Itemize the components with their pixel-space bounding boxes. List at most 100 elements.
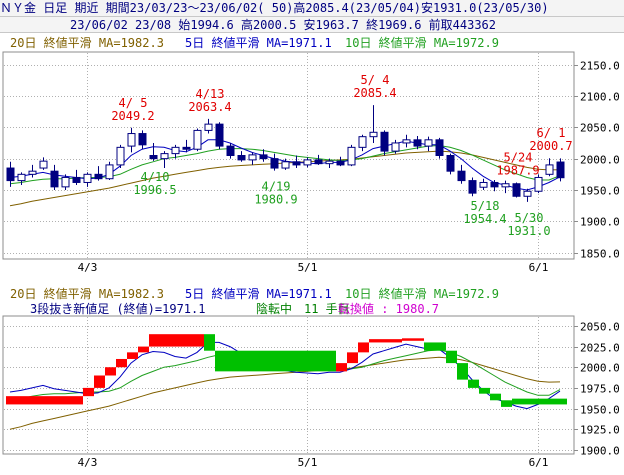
candle-body bbox=[72, 176, 81, 183]
tlb-y-tick-label: 1900.0 bbox=[580, 445, 620, 458]
annotation-date: 4/ 5 bbox=[119, 96, 148, 110]
annotation-value: 1996.5 bbox=[133, 183, 176, 197]
brick-up bbox=[358, 342, 369, 353]
annotation-date: 5/ 4 bbox=[361, 73, 390, 87]
brick-down bbox=[424, 342, 446, 351]
tlb-y-tick-label: 1950.0 bbox=[580, 404, 620, 417]
brick-down bbox=[457, 363, 468, 380]
price-y-tick-label: 1950.0 bbox=[580, 185, 620, 198]
brick-down bbox=[501, 400, 512, 407]
brick-up bbox=[402, 338, 424, 341]
annotation-value: 2000.7 bbox=[529, 139, 572, 153]
price-x-tick-label: 5/1 bbox=[298, 261, 318, 274]
candle-body bbox=[61, 176, 70, 188]
candle-body bbox=[369, 131, 378, 138]
candle-body bbox=[138, 133, 147, 146]
brick-down bbox=[512, 398, 567, 405]
legend2-ma20: 20日 終値平滑 MA=1982.3 bbox=[10, 286, 164, 301]
price-y-tick-label: 1900.0 bbox=[580, 216, 620, 229]
brick-up bbox=[105, 367, 116, 376]
candle-body bbox=[83, 173, 92, 183]
candle-body bbox=[380, 131, 389, 152]
candle-body bbox=[314, 159, 323, 165]
price-y-tick-label: 1850.0 bbox=[580, 248, 620, 261]
candle-body bbox=[281, 161, 290, 169]
candle-body bbox=[479, 181, 488, 188]
candle-body bbox=[534, 176, 543, 192]
legend2-ma10: 10日 終値平滑 MA=1972.9 bbox=[345, 286, 499, 301]
tlb-ma20-line bbox=[9, 356, 561, 430]
price-y-tick-label: 2100.0 bbox=[580, 91, 620, 104]
brick-up bbox=[336, 363, 347, 372]
candle-body bbox=[94, 173, 103, 180]
brick-down bbox=[479, 387, 490, 394]
tlb-y-tick-label: 2050.0 bbox=[580, 321, 620, 334]
candle-body bbox=[204, 123, 213, 131]
price-y-tick-label: 2150.0 bbox=[580, 60, 620, 73]
candle-body bbox=[226, 145, 235, 157]
annotation-value: 1931.0 bbox=[507, 224, 550, 238]
candle-body bbox=[237, 155, 246, 161]
candle-body bbox=[6, 167, 15, 182]
candle-body bbox=[39, 160, 48, 169]
brick-up bbox=[127, 352, 138, 359]
brick-up bbox=[138, 346, 149, 353]
annotation-date: 5/18 bbox=[471, 199, 500, 213]
candle-body bbox=[512, 183, 521, 197]
candle-body bbox=[193, 129, 202, 150]
legend-ma5: 5日 終値平滑 MA=1971.1 bbox=[185, 35, 332, 50]
candle-body bbox=[17, 173, 26, 182]
annotation-date: 6/ 1 bbox=[537, 126, 566, 140]
annotation-date: 5/30 bbox=[515, 211, 544, 225]
annotation-date: 5/24 bbox=[504, 150, 533, 164]
candle-body bbox=[127, 133, 136, 147]
candle-body bbox=[336, 160, 345, 166]
tlb-y-tick-label: 2025.0 bbox=[580, 342, 620, 355]
brick-up bbox=[149, 334, 204, 347]
price-x-tick-label: 6/1 bbox=[529, 261, 549, 274]
candle-body bbox=[391, 142, 400, 152]
signal-conversion: 転換値 : 1980.7 bbox=[338, 301, 439, 316]
price-y-axis: 2150.0 2100.0 2050.0 2000.0 1950.0 1900.0 1850… bbox=[574, 60, 620, 261]
annotation-value: 1954.4 bbox=[463, 212, 506, 226]
annotation-value: 2049.2 bbox=[111, 109, 154, 123]
candle-body bbox=[468, 180, 477, 194]
tlb-y-tick-label: 1975.0 bbox=[580, 383, 620, 396]
annotation-value: 2085.4 bbox=[353, 86, 396, 100]
tlb-y-tick-label: 1925.0 bbox=[580, 424, 620, 437]
signal-title: 3段抜き新値足 (終値)=1971.1 bbox=[30, 301, 205, 316]
legend-ma10: 10日 終値平滑 MA=1972.9 bbox=[345, 35, 499, 50]
brick-down bbox=[468, 379, 479, 388]
annotation-value: 1980.9 bbox=[254, 193, 297, 207]
brick-down bbox=[446, 350, 457, 364]
candle-body bbox=[50, 170, 59, 188]
candle-body bbox=[325, 160, 334, 165]
candle-body bbox=[556, 161, 565, 179]
candle-body bbox=[182, 146, 191, 150]
signal-state: 陰転中 11 手目 bbox=[256, 301, 350, 316]
tlb-y-tick-label: 2000.0 bbox=[580, 362, 620, 375]
legend-ma20: 20日 終値平滑 MA=1982.3 bbox=[10, 35, 164, 50]
candle-body bbox=[292, 161, 301, 166]
candle-body bbox=[259, 154, 268, 160]
candle-body bbox=[116, 146, 125, 166]
candle-body bbox=[402, 139, 411, 144]
candle-body bbox=[215, 123, 224, 147]
brick-up bbox=[369, 339, 402, 343]
brick-up bbox=[116, 358, 127, 368]
candle-body bbox=[435, 139, 444, 156]
price-grid bbox=[4, 53, 573, 258]
brick-down bbox=[490, 393, 501, 401]
candle-body bbox=[171, 146, 180, 155]
candle-body bbox=[413, 139, 422, 147]
tlb-x-tick-label: 5/1 bbox=[298, 456, 318, 469]
annotation-date: 4/13 bbox=[196, 87, 225, 101]
price-y-tick-label: 2000.0 bbox=[580, 154, 620, 167]
brick-up bbox=[6, 396, 83, 405]
tlb-panel-frame bbox=[2, 315, 575, 455]
annotation-date: 4/10 bbox=[141, 170, 170, 184]
candle-body bbox=[248, 154, 257, 161]
price-x-tick-label: 4/3 bbox=[78, 261, 98, 274]
candle-body bbox=[358, 136, 367, 148]
